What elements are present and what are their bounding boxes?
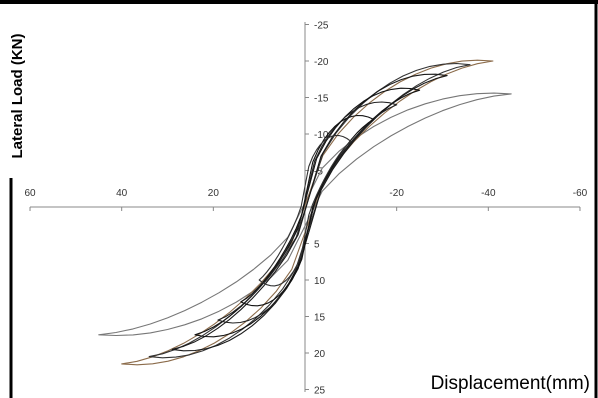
- y-tick-label: 20: [314, 349, 326, 360]
- hysteresis-loop: [122, 60, 493, 365]
- x-tick-label: 20: [208, 188, 220, 199]
- y-tick-label: 10: [314, 276, 326, 287]
- y-axis-label: Lateral Load (KN): [9, 33, 26, 158]
- hysteresis-loop: [241, 116, 374, 306]
- y-tick-label: 5: [314, 240, 320, 251]
- y-tick-label: 25: [314, 386, 326, 397]
- y-tick-label: -15: [314, 94, 329, 105]
- y-tick-label: 15: [314, 313, 326, 324]
- x-tick-label: 60: [24, 188, 36, 199]
- x-tick-label: -40: [481, 188, 496, 199]
- hysteresis-loop: [149, 64, 470, 358]
- y-tick-label: -25: [314, 21, 329, 32]
- hysteresis-loop: [218, 102, 397, 323]
- x-tick-label: 40: [116, 188, 128, 199]
- x-tick-label: -20: [389, 188, 404, 199]
- y-tick-label: -20: [314, 57, 329, 68]
- x-tick-label: -60: [573, 188, 588, 199]
- x-axis-label: Displacement(mm): [431, 373, 590, 394]
- hysteresis-loop: [195, 88, 420, 337]
